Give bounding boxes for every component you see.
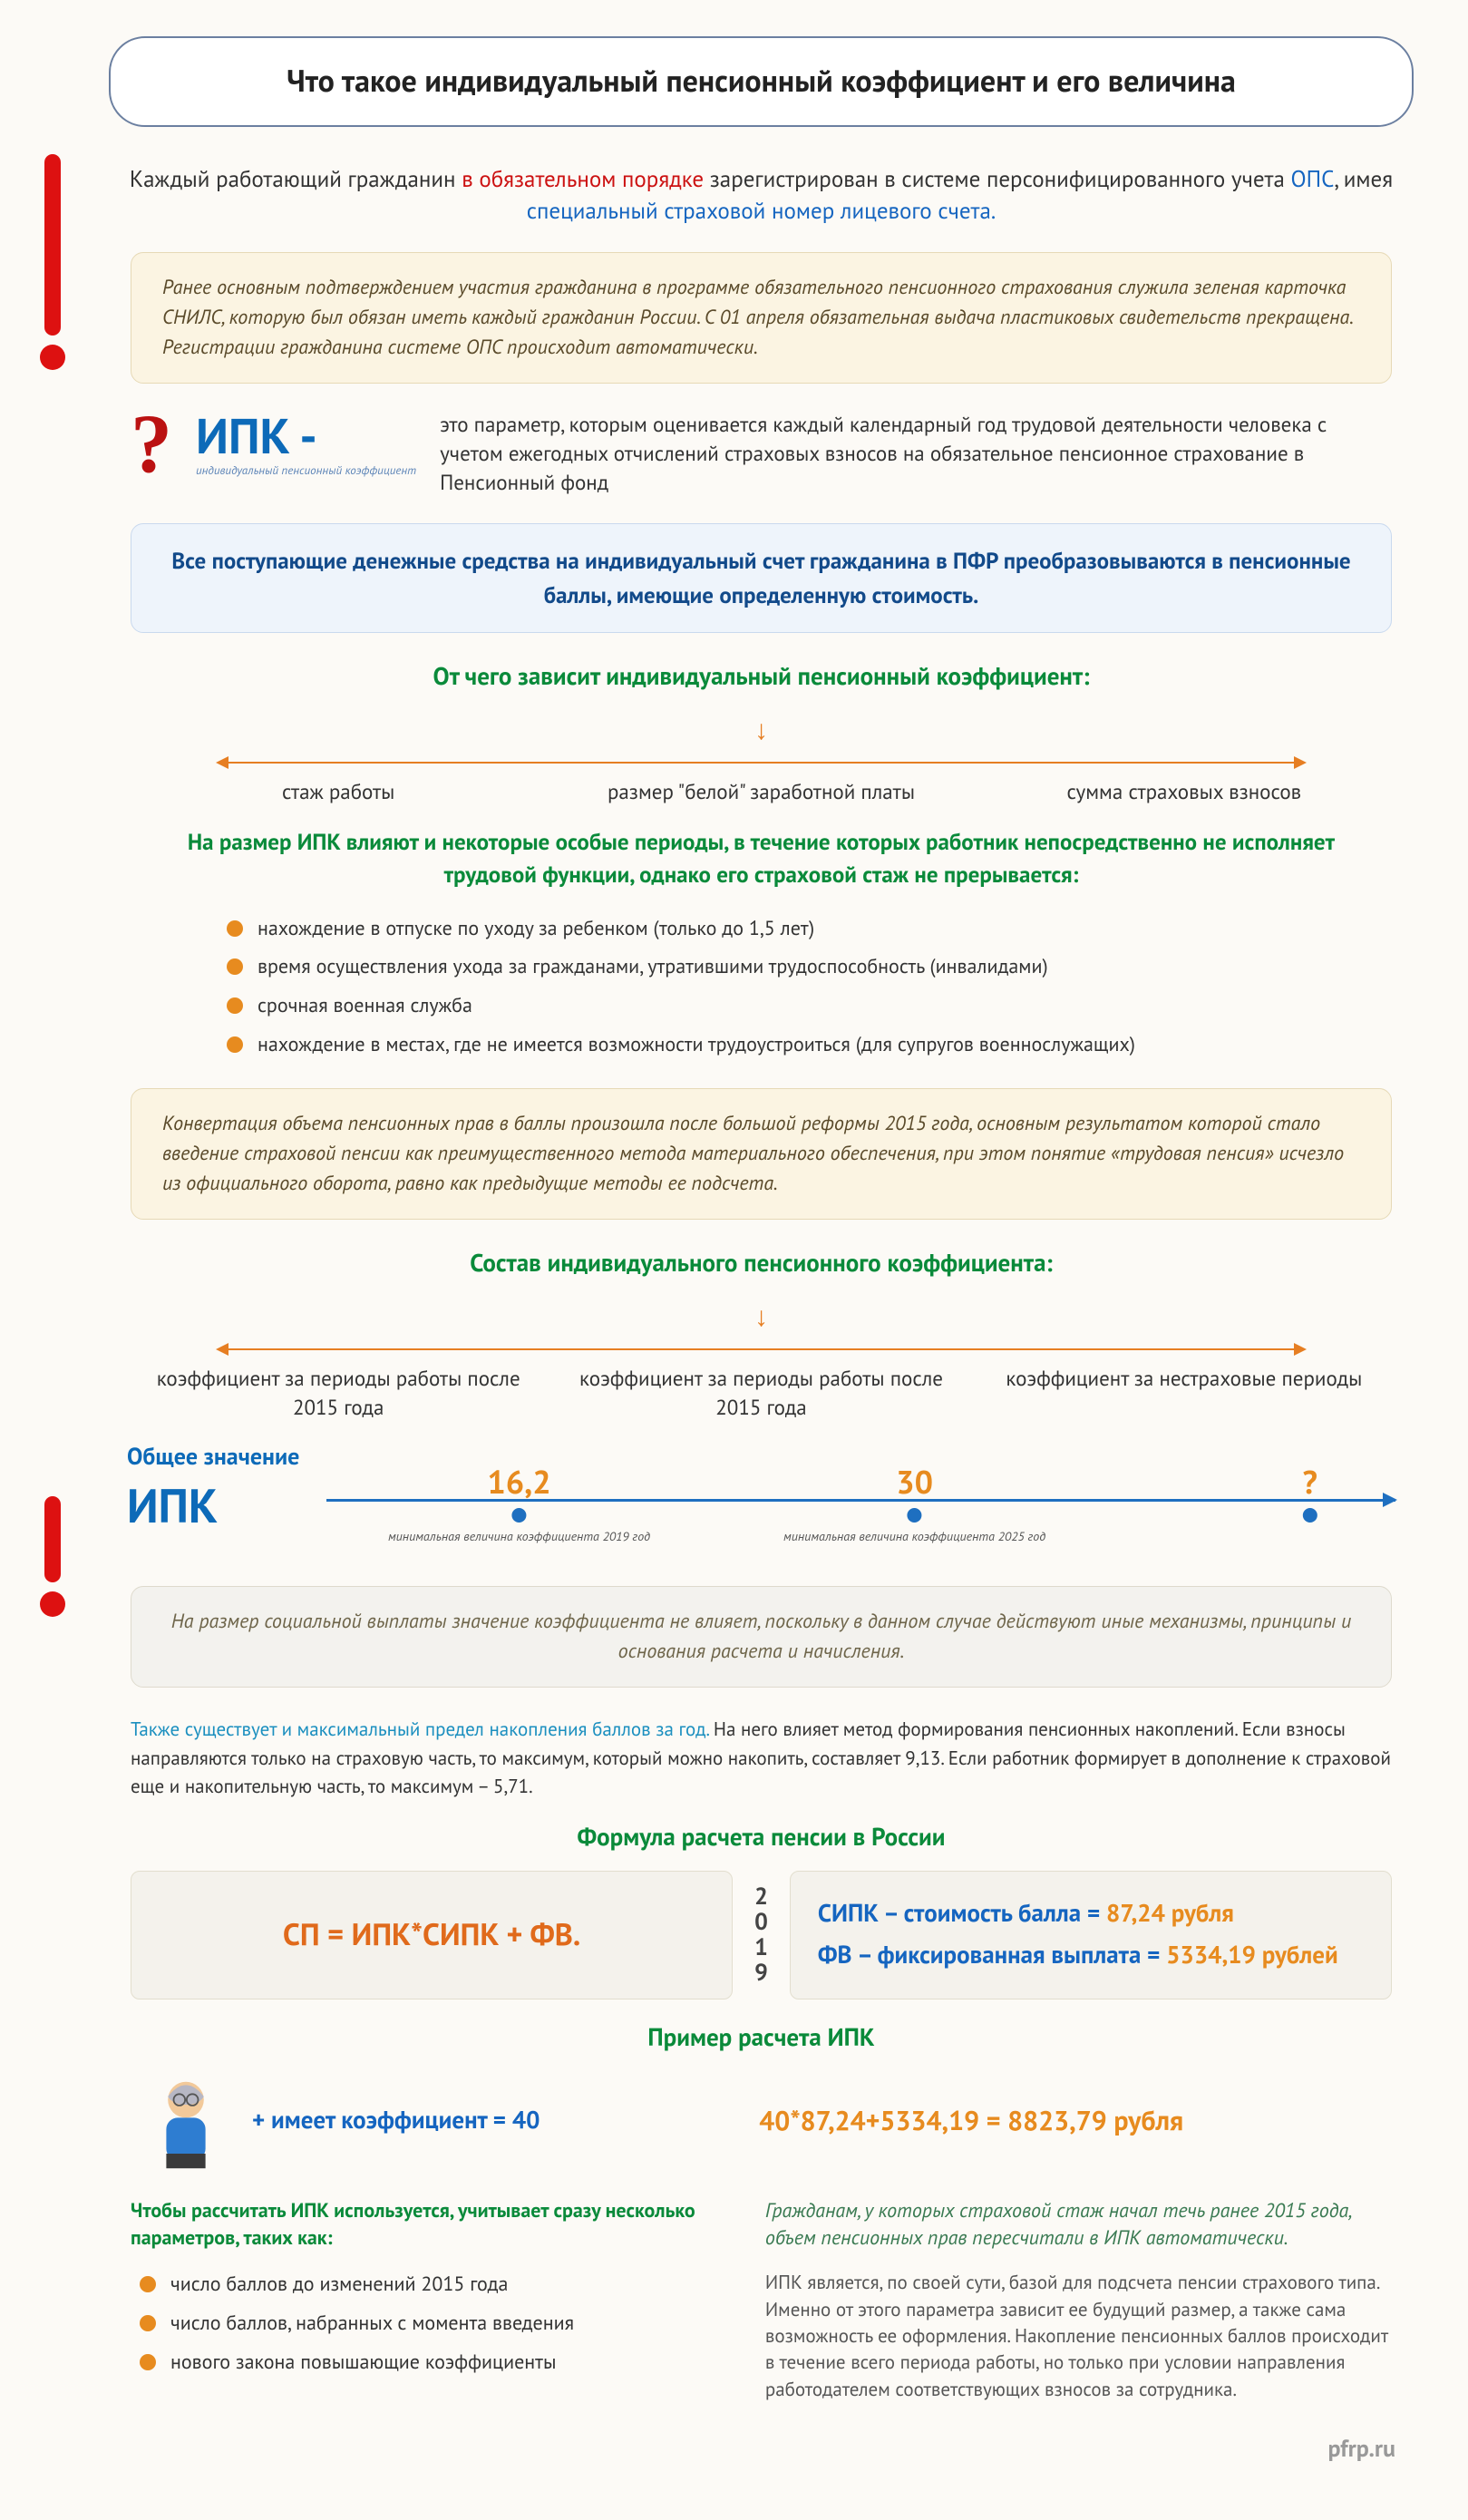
example-result: 40*87,24+5334,19 = 8823,79 рубля <box>565 2102 1377 2140</box>
exclamation-icon <box>25 1496 80 1617</box>
page-title-box: Что такое индивидуальный пенсионный коэф… <box>109 36 1414 127</box>
example-row: + имеет коэффициент = 40 40*87,24+5334,1… <box>145 2072 1377 2170</box>
ipk-timeline: Общее значение ИПК 16,2минимальная велич… <box>127 1441 1395 1559</box>
list-item: срочная военная служба <box>227 987 1414 1026</box>
structure-item: коэффициент за периоды работы после 2015… <box>145 1365 531 1423</box>
page-title: Что такое индивидуальный пенсионный коэф… <box>165 60 1357 103</box>
ipk-definition: это параметр, которым оценивается каждый… <box>440 411 1392 499</box>
depends-branch: стаж работы размер "белой" заработной пл… <box>145 778 1377 807</box>
list-item: нахождение в местах, где не имеется возм… <box>227 1026 1414 1065</box>
arrow-down-icon: ↓ <box>754 1298 768 1336</box>
depends-head: От чего зависит индивидуальный пенсионны… <box>109 660 1414 695</box>
structure-item: коэффициент за нестраховые периоды <box>991 1365 1377 1394</box>
example-head: Пример расчета ИПК <box>109 2021 1414 2056</box>
structure-branch: коэффициент за периоды работы после 2015… <box>145 1365 1377 1423</box>
bottom-left-head: Чтобы рассчитать ИПК используется, учиты… <box>131 2197 711 2253</box>
callout-convert: Все поступающие денежные средства на инд… <box>131 523 1392 633</box>
special-periods-head: На размер ИПК влияют и некоторые особые … <box>163 825 1359 891</box>
timeline-point: 30минимальная величина коэффициента 2025… <box>783 1459 1045 1546</box>
depends-item: стаж работы <box>145 778 531 807</box>
callout-social: На размер социальной выплаты значение ко… <box>131 1586 1392 1688</box>
pensioner-icon <box>145 2072 227 2170</box>
exclamation-icon <box>25 154 80 370</box>
ipk-abbr: ИПК - индивидуальный пенсионный коэффици… <box>196 411 416 478</box>
depends-item: сумма страховых взносов <box>991 778 1377 807</box>
timeline-label: Общее значение ИПК <box>127 1441 299 1540</box>
list-item: нового закона повышающие коэффициенты <box>140 2343 711 2382</box>
question-icon: ? <box>131 411 172 478</box>
formula-values: СИПК – стоимость балла = 87,24 рубля ФВ … <box>790 1871 1392 1999</box>
intro-text: Каждый работающий гражданин в обязательн… <box>127 163 1395 227</box>
formula-expression: СП = ИПК*СИПК + ФВ. <box>131 1871 733 1999</box>
branch-arrows <box>218 753 1305 773</box>
bottom-columns: Чтобы рассчитать ИПК используется, учиты… <box>131 2197 1392 2406</box>
list-item: время осуществления ухода за гражданами,… <box>227 948 1414 987</box>
bottom-left-list: число баллов до изменений 2015 года числ… <box>140 2265 711 2381</box>
structure-item: коэффициент за периоды работы после 2015… <box>568 1365 954 1423</box>
branch-arrows <box>218 1339 1305 1359</box>
footer-source: pfrp.ru <box>109 2433 1414 2466</box>
depends-item: размер "белой" заработной платы <box>568 778 954 807</box>
list-item: число баллов до изменений 2015 года <box>140 2265 711 2304</box>
max-limit-para: Также существует и максимальный предел н… <box>131 1715 1392 1801</box>
timeline-point: ? <box>1303 1459 1317 1528</box>
timeline-point: 16,2минимальная величина коэффициента 20… <box>388 1459 650 1546</box>
arrow-down-icon: ↓ <box>754 711 768 749</box>
bottom-right-para: ИПК является, по своей сути, базой для п… <box>765 2269 1392 2402</box>
formula-year: 2019 <box>751 1871 772 1999</box>
ipk-definition-row: ? ИПК - индивидуальный пенсионный коэффи… <box>131 411 1392 499</box>
formula-row: СП = ИПК*СИПК + ФВ. 2019 СИПК – стоимост… <box>131 1871 1392 1999</box>
example-condition: + имеет коэффициент = 40 <box>252 2104 540 2138</box>
list-item: число баллов, набранных с момента введен… <box>140 2304 711 2343</box>
callout-history: Ранее основным подтверждением участия гр… <box>131 252 1392 384</box>
list-item: нахождение в отпуске по уходу за ребенко… <box>227 910 1414 949</box>
callout-reform: Конвертация объема пенсионных прав в бал… <box>131 1088 1392 1220</box>
structure-head: Состав индивидуального пенсионного коэфф… <box>109 1247 1414 1281</box>
bottom-right-italic: Гражданам, у которых страховой стаж нача… <box>765 2197 1392 2253</box>
special-periods-list: нахождение в отпуске по уходу за ребенко… <box>227 910 1414 1065</box>
formula-head: Формула расчета пенсии в России <box>109 1821 1414 1855</box>
